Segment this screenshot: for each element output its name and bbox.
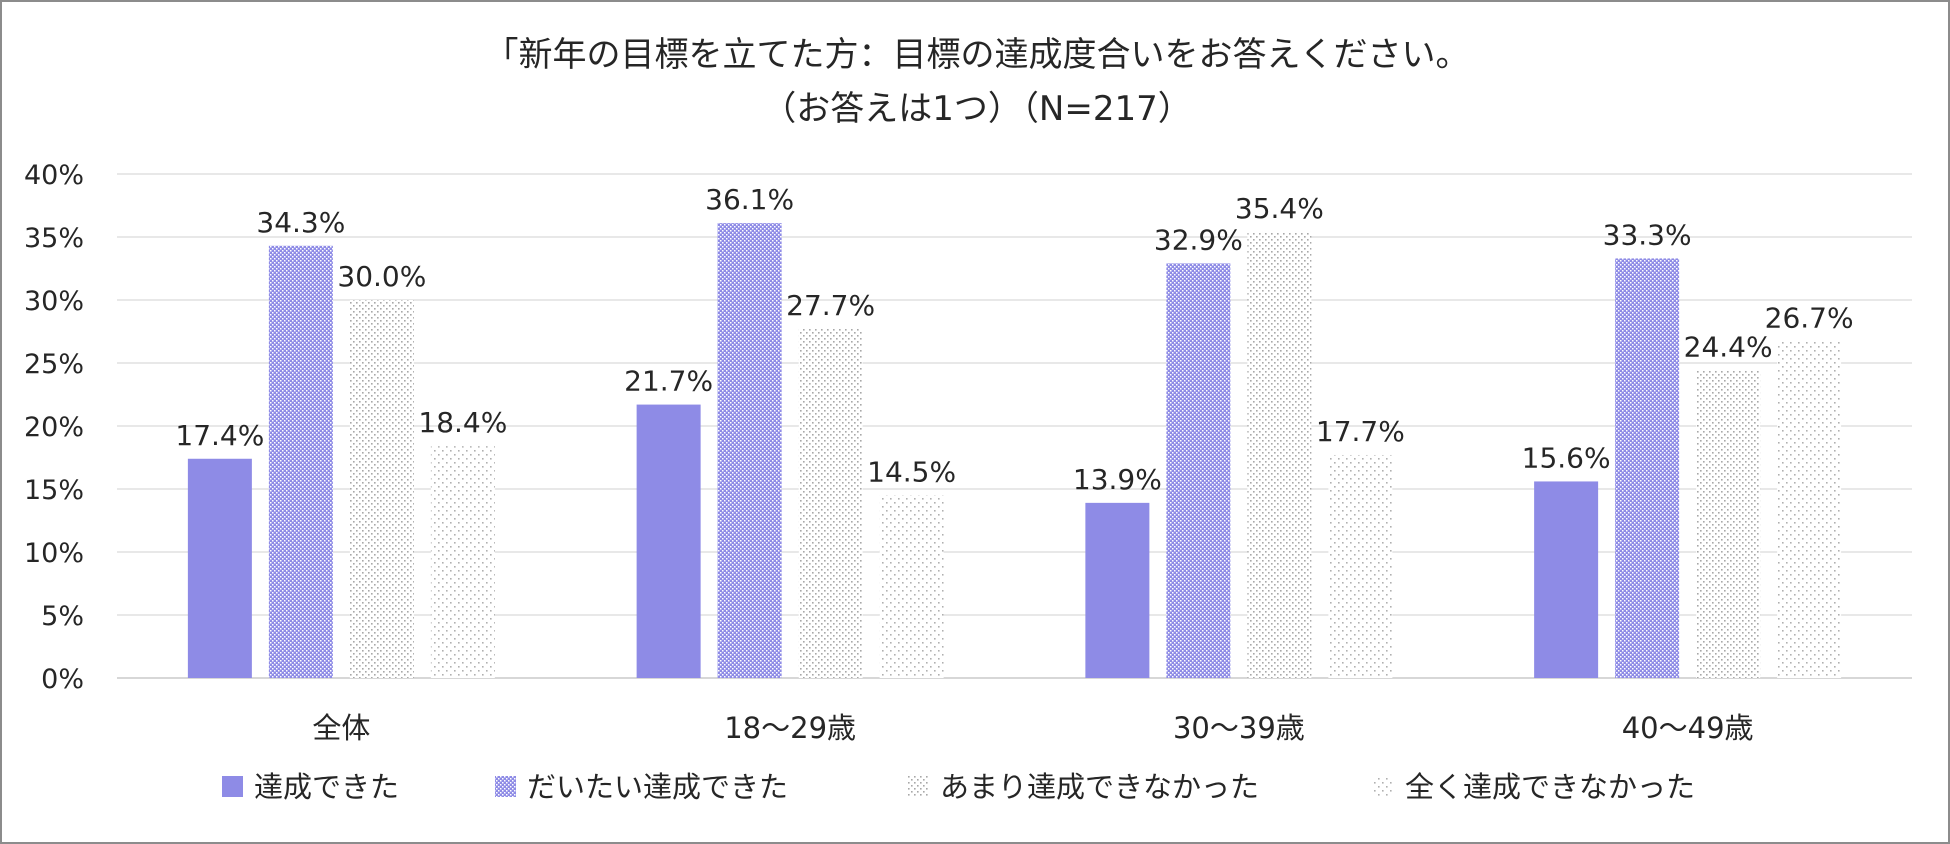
chart-subtitle: （お答えは1つ）（N=217）	[762, 89, 1191, 129]
bar	[349, 300, 414, 678]
bar	[1534, 481, 1599, 678]
data-label: 24.4%	[1684, 331, 1773, 364]
data-label: 30.0%	[337, 260, 426, 293]
data-label: 17.7%	[1316, 415, 1405, 448]
y-tick-label: 30%	[24, 286, 84, 317]
legend-label: あまり達成できなかった	[940, 770, 1259, 804]
y-axis: 0% 5% 10% 15% 20% 25% 30% 35% 40%	[24, 160, 84, 695]
bar	[1247, 231, 1312, 678]
bar	[1085, 502, 1150, 678]
data-label: 18.4%	[418, 406, 507, 439]
y-tick-label: 0%	[41, 664, 84, 695]
y-tick-label: 20%	[24, 412, 84, 443]
y-tick-label: 10%	[24, 538, 84, 569]
legend-swatch	[222, 776, 243, 797]
data-label: 36.1%	[705, 183, 794, 216]
bar	[268, 245, 333, 678]
x-tick-label: 18〜29歳	[724, 711, 856, 745]
y-tick-label: 25%	[24, 349, 84, 380]
bars	[187, 223, 1842, 678]
bar	[1166, 263, 1231, 678]
data-label: 14.5%	[867, 455, 956, 488]
data-label: 17.4%	[175, 419, 264, 452]
x-tick-label: 40〜49歳	[1622, 711, 1754, 745]
legend-label: 達成できた	[254, 770, 399, 804]
bar	[1777, 341, 1842, 678]
x-tick-label: 30〜39歳	[1173, 711, 1305, 745]
bar	[636, 404, 701, 678]
bar	[187, 458, 252, 678]
bar	[717, 223, 782, 678]
legend-swatch	[495, 776, 516, 797]
data-labels: 17.4% 34.3% 30.0% 18.4% 21.7% 36.1% 27.7% 14.5%…	[175, 183, 1853, 496]
x-tick-label: 全体	[312, 711, 370, 745]
y-tick-label: 35%	[24, 223, 84, 254]
legend-swatch	[1373, 776, 1394, 797]
legend-swatch	[908, 776, 929, 797]
bar	[1615, 258, 1680, 678]
y-tick-label: 15%	[24, 475, 84, 506]
gridlines	[117, 173, 1912, 679]
legend-label: だいたい達成できた	[527, 770, 788, 804]
data-label: 26.7%	[1765, 302, 1854, 335]
x-axis: 全体 18〜29歳 30〜39歳 40〜49歳	[312, 711, 1753, 745]
bar	[430, 446, 495, 678]
bar	[879, 495, 944, 678]
data-label: 34.3%	[256, 206, 345, 239]
bar	[1328, 454, 1393, 678]
y-tick-label: 40%	[24, 160, 84, 191]
data-label: 32.9%	[1154, 223, 1243, 256]
data-label: 33.3%	[1603, 218, 1692, 251]
data-label: 27.7%	[786, 289, 875, 322]
data-label: 15.6%	[1522, 441, 1611, 474]
data-label: 21.7%	[624, 365, 713, 398]
data-label: 35.4%	[1235, 192, 1324, 225]
legend: 達成できた だいたい達成できた あまり達成できなかった 全く達成できなかった	[222, 770, 1695, 804]
chart-title: 「新年の目標を立てた方：目標の達成度合いをお答えください。	[485, 35, 1470, 75]
bar	[798, 328, 863, 678]
y-tick-label: 5%	[41, 601, 84, 632]
data-label: 13.9%	[1073, 463, 1162, 496]
legend-label: 全く達成できなかった	[1405, 770, 1695, 804]
bar	[1696, 370, 1761, 678]
